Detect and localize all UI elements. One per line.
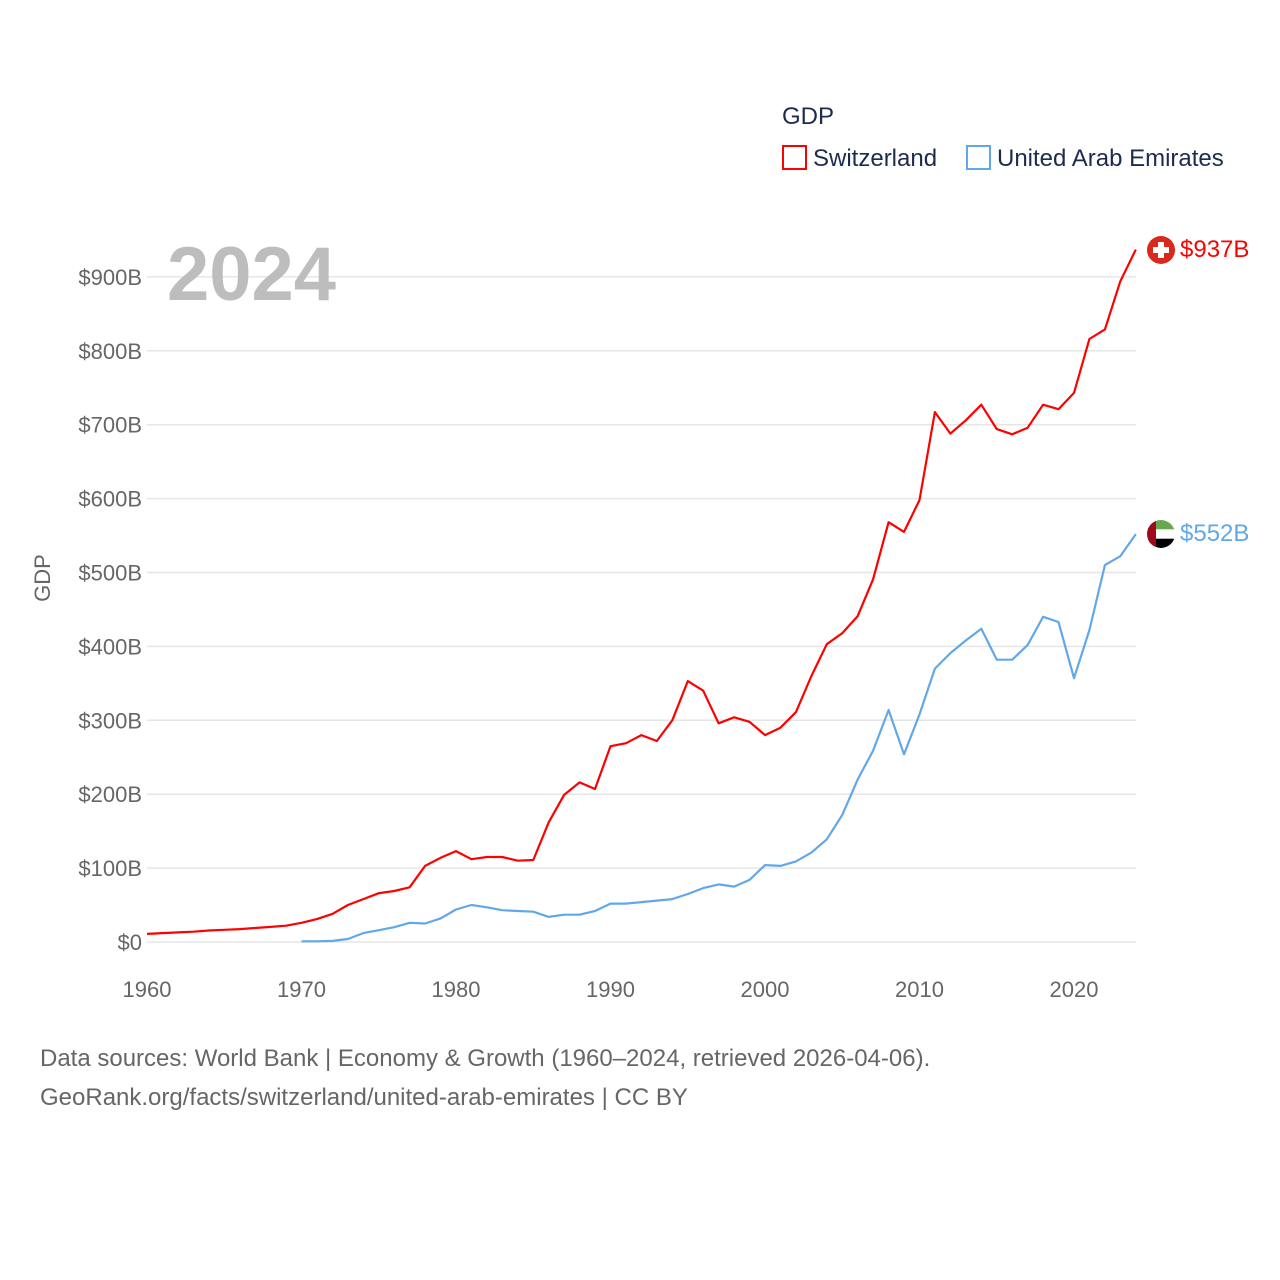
series-line-switzerland (146, 249, 1137, 935)
legend-swatch (966, 145, 991, 170)
legend-title: GDP (782, 103, 834, 130)
y-tick-label: $0 (118, 930, 142, 955)
y-tick-label: $300B (78, 708, 142, 733)
legend-swatch (782, 145, 807, 170)
y-tick-label: $200B (78, 782, 142, 807)
y-tick-label: $400B (78, 634, 142, 659)
y-tick-label: $600B (78, 487, 142, 512)
source-line-1: Data sources: World Bank | Economy & Gro… (40, 1045, 931, 1072)
uae-flag-icon (1147, 520, 1175, 548)
uae-end-label: $552B (1180, 520, 1249, 547)
x-tick-label: 1990 (586, 977, 635, 1002)
x-tick-label: 1960 (123, 977, 172, 1002)
switzerland-end-label: $937B (1180, 236, 1249, 263)
year-label: 2024 (167, 232, 336, 317)
x-tick-label: 2010 (895, 977, 944, 1002)
switzerland-flag-icon (1147, 236, 1175, 264)
x-tick-label: 2020 (1050, 977, 1099, 1002)
source-line-2: GeoRank.org/facts/switzerland/united-ara… (40, 1084, 688, 1111)
series-line-uae (301, 533, 1137, 943)
legend-item-label: United Arab Emirates (997, 145, 1224, 172)
x-tick-label: 2000 (741, 977, 790, 1002)
y-tick-label: $500B (78, 561, 142, 586)
y-tick-label: $100B (78, 856, 142, 881)
legend-item-label: Switzerland (813, 145, 937, 172)
y-tick-label: $800B (78, 339, 142, 364)
y-axis-label: GDP (30, 554, 55, 602)
y-tick-label: $700B (78, 413, 142, 438)
y-tick-label: $900B (78, 265, 142, 290)
x-tick-label: 1980 (432, 977, 481, 1002)
x-tick-label: 1970 (277, 977, 326, 1002)
